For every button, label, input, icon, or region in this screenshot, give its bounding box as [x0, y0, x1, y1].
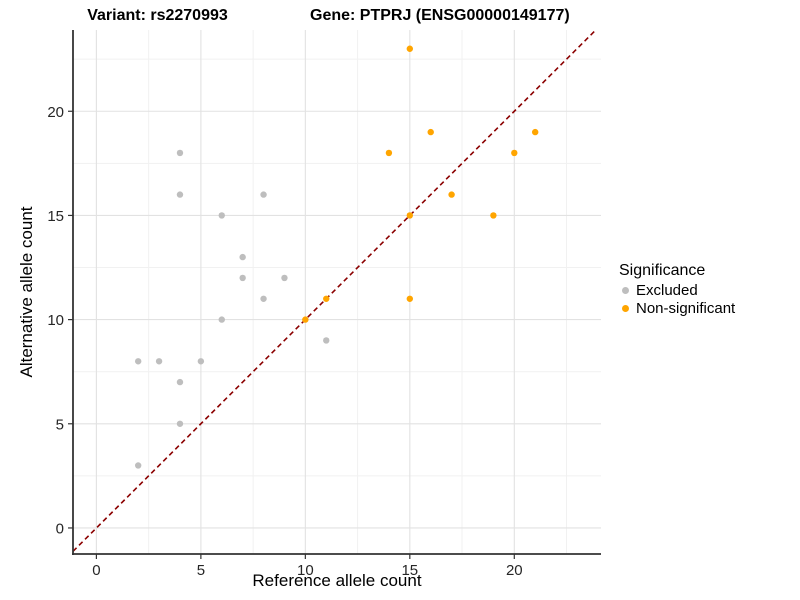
legend-item-non-significant: Non-significant	[619, 299, 735, 317]
legend: Significance Excluded Non-significant	[619, 261, 735, 317]
excluded-swatch-icon	[622, 286, 629, 294]
x-tick-label: 20	[506, 562, 523, 579]
point-non-significant	[406, 212, 414, 219]
point-excluded	[176, 420, 184, 427]
identity-reference-line	[72, 29, 597, 552]
point-non-significant	[406, 295, 414, 302]
legend-item-excluded: Excluded	[619, 281, 735, 299]
x-tick-label: 10	[297, 562, 314, 579]
point-non-significant	[511, 149, 518, 157]
x-tick-label: 0	[92, 562, 100, 579]
point-non-significant	[427, 128, 434, 136]
point-non-significant	[406, 45, 414, 52]
point-excluded	[260, 191, 267, 198]
point-excluded	[134, 462, 142, 469]
point-excluded	[260, 295, 267, 302]
point-non-significant	[323, 295, 330, 302]
point-excluded	[218, 212, 225, 219]
legend-title: Significance	[619, 262, 706, 279]
point-excluded	[176, 149, 184, 157]
point-excluded	[323, 337, 330, 344]
x-tick-label: 15	[401, 562, 418, 579]
point-excluded	[176, 191, 184, 198]
y-tick-label: 15	[47, 208, 64, 225]
y-axis-title: Alternative allele count	[17, 206, 36, 378]
point-excluded	[281, 274, 288, 282]
point-non-significant	[448, 191, 455, 198]
non-significant-swatch-icon	[622, 304, 629, 312]
point-excluded	[197, 358, 205, 365]
point-non-significant	[302, 316, 309, 323]
point-non-significant	[490, 212, 497, 219]
point-excluded	[134, 358, 142, 365]
y-tick-label: 5	[56, 416, 64, 433]
legend-label-non-significant: Non-significant	[636, 299, 736, 317]
point-non-significant	[385, 149, 393, 157]
x-axis-title: Reference allele count	[252, 571, 422, 590]
point-excluded	[239, 253, 246, 261]
point-non-significant	[531, 128, 539, 136]
plot-title-variant: Variant: rs2270993	[87, 7, 228, 24]
x-tick-label: 5	[197, 562, 205, 579]
point-excluded	[239, 274, 246, 282]
plot-title-gene: Gene: PTPRJ (ENSG00000149177)	[310, 7, 570, 24]
y-tick-label: 0	[56, 520, 64, 537]
y-tick-label: 10	[47, 312, 64, 329]
y-tick-label: 20	[47, 104, 64, 121]
point-excluded	[176, 378, 184, 386]
point-excluded	[155, 358, 163, 365]
point-excluded	[218, 316, 225, 323]
legend-label-excluded: Excluded	[636, 281, 698, 299]
